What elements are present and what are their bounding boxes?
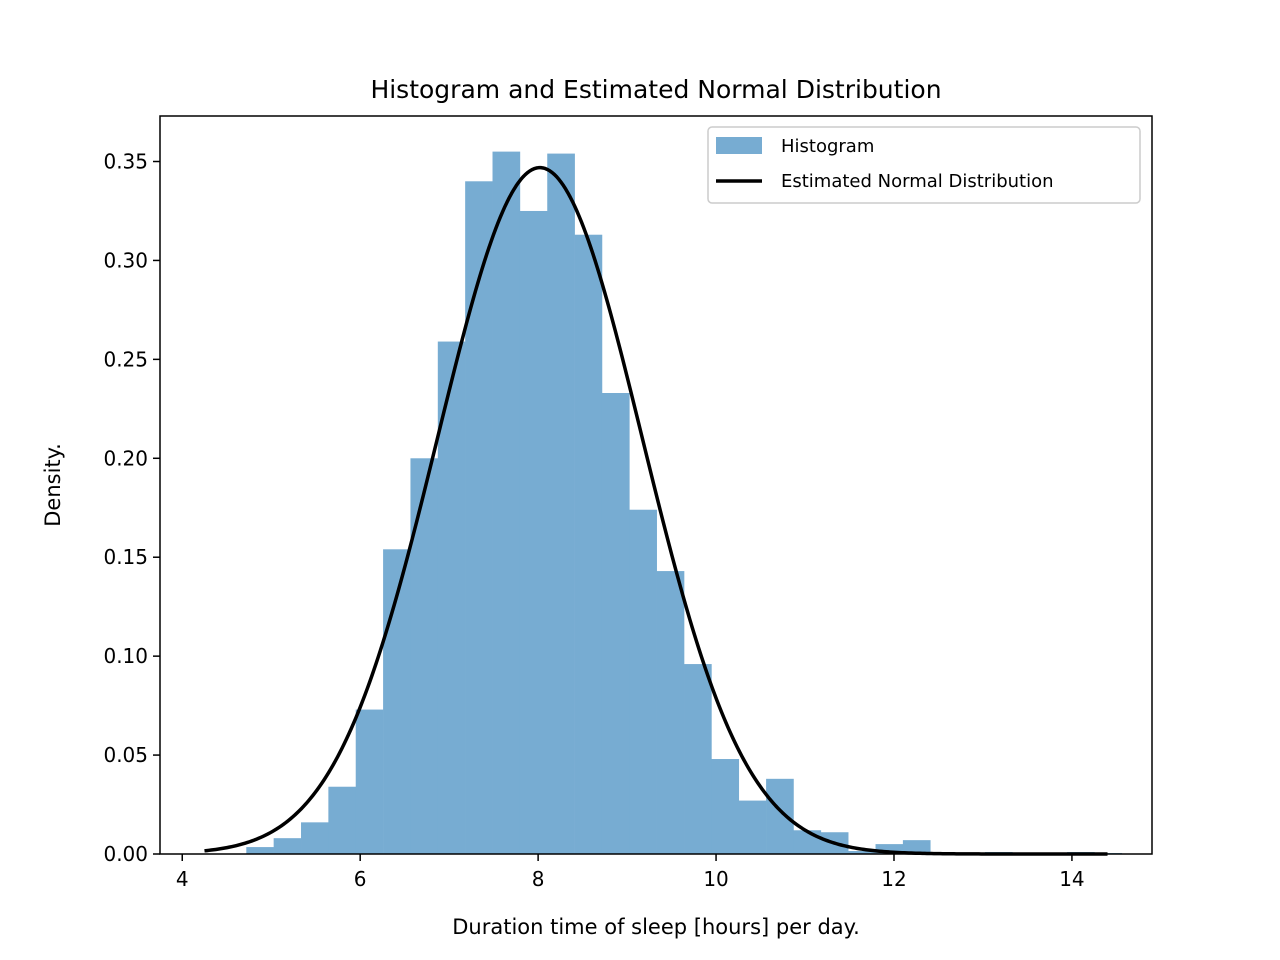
y-tick-label: 0.15 [103, 545, 148, 569]
y-tick-label: 0.05 [103, 743, 148, 767]
histogram-bar [574, 234, 603, 854]
x-tick-label: 8 [532, 867, 545, 891]
histogram-bar [355, 709, 384, 854]
legend-curve-label: Estimated Normal Distribution [781, 171, 1054, 192]
histogram-bar [301, 822, 329, 854]
histogram-bar [492, 151, 521, 855]
histogram-bar [601, 393, 630, 854]
chart-title: Histogram and Estimated Normal Distribut… [370, 75, 941, 104]
histogram-bar [410, 458, 439, 854]
histogram-bar [738, 800, 767, 854]
histogram-bar [519, 210, 548, 855]
histogram-bar [793, 830, 822, 854]
x-tick-label: 14 [1059, 867, 1084, 891]
x-axis-label: Duration time of sleep [hours] per day. [452, 915, 860, 939]
histogram-bar [875, 844, 904, 854]
y-axis: 0.00 0.05 0.10 0.15 0.20 0.25 0.30 0.35 [103, 150, 160, 866]
histogram-bar [656, 571, 685, 854]
histogram-bar [465, 181, 493, 855]
histogram-bar [437, 341, 466, 854]
histogram-bar [848, 851, 876, 854]
histogram-bar [684, 664, 712, 854]
plot-frame [159, 115, 1153, 855]
legend-box [707, 126, 1141, 204]
y-tick-label: 0.10 [103, 644, 148, 668]
y-tick-label: 0.30 [103, 248, 148, 272]
histogram-bar [766, 778, 794, 854]
x-tick-label: 6 [354, 867, 367, 891]
histogram-bar [629, 509, 657, 854]
histogram-bars [246, 151, 1123, 855]
legend: Histogram Estimated Normal Distribution [707, 126, 1141, 204]
x-tick-label: 12 [881, 867, 906, 891]
histogram-bar [711, 759, 740, 854]
y-tick-label: 0.35 [103, 150, 148, 174]
histogram-bar [246, 847, 274, 854]
histogram-bar [902, 840, 931, 854]
x-axis: 4 6 8 10 12 14 [176, 854, 1085, 891]
histogram-bar [273, 838, 302, 854]
histogram-bar [328, 786, 357, 854]
legend-histogram-swatch [716, 137, 762, 154]
histogram-bar [547, 153, 575, 855]
y-tick-label: 0.00 [103, 842, 148, 866]
legend-histogram-label: Histogram [781, 136, 874, 157]
x-tick-label: 10 [703, 867, 728, 891]
y-tick-label: 0.25 [103, 347, 148, 371]
y-tick-label: 0.20 [103, 446, 148, 470]
x-tick-label: 4 [176, 867, 189, 891]
y-axis-label: Density. [41, 443, 65, 527]
